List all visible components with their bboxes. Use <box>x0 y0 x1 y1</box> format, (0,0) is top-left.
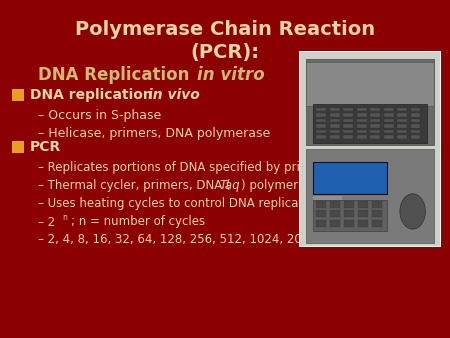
Bar <box>306 63 434 105</box>
Text: – Occurs in S-phase: – Occurs in S-phase <box>38 110 161 122</box>
Text: ; n = number of cycles: ; n = number of cycles <box>71 216 205 228</box>
Bar <box>313 196 342 200</box>
Bar <box>397 107 407 112</box>
Bar <box>316 135 326 139</box>
Bar <box>357 119 367 122</box>
Bar <box>410 113 420 117</box>
Text: – Uses heating cycles to control DNA replication: – Uses heating cycles to control DNA rep… <box>38 197 325 211</box>
Bar <box>343 107 353 112</box>
Bar <box>343 129 353 134</box>
Bar <box>12 141 24 153</box>
Bar <box>397 135 407 139</box>
Bar <box>370 135 380 139</box>
Text: in vitro: in vitro <box>348 197 390 211</box>
Bar <box>316 211 326 217</box>
Bar <box>397 124 407 128</box>
Bar <box>358 201 368 208</box>
Bar <box>357 135 367 139</box>
Text: – 2, 4, 8, 16, 32, 64, 128, 256, 512, 1024, 2048, 4096...: – 2, 4, 8, 16, 32, 64, 128, 256, 512, 10… <box>38 234 365 246</box>
Bar <box>330 211 340 217</box>
Bar <box>383 124 393 128</box>
Bar <box>370 113 380 117</box>
Bar <box>383 119 393 122</box>
Bar <box>316 220 326 227</box>
Bar <box>358 220 368 227</box>
Bar <box>343 119 353 122</box>
Bar <box>343 124 353 128</box>
Bar <box>358 211 368 217</box>
Bar <box>357 107 367 112</box>
Bar <box>330 119 340 122</box>
Bar <box>344 220 354 227</box>
Bar <box>330 135 340 139</box>
Bar <box>410 124 420 128</box>
Text: in vivo: in vivo <box>148 88 200 102</box>
Text: ) polymerase, ATCG: ) polymerase, ATCG <box>241 179 357 193</box>
Text: (PCR):: (PCR): <box>190 43 260 62</box>
Text: Taq: Taq <box>220 179 241 193</box>
Text: – Thermal cycler, primers, DNA (: – Thermal cycler, primers, DNA ( <box>38 179 230 193</box>
Bar <box>410 129 420 134</box>
Text: – Helicase, primers, DNA polymerase: – Helicase, primers, DNA polymerase <box>38 126 270 140</box>
Bar <box>316 124 326 128</box>
Bar <box>357 124 367 128</box>
Bar <box>313 104 427 143</box>
Bar <box>344 211 354 217</box>
Bar <box>316 201 326 208</box>
Bar <box>372 211 382 217</box>
Bar <box>370 124 380 128</box>
Bar <box>397 113 407 117</box>
Bar <box>316 107 326 112</box>
Text: DNA Replication: DNA Replication <box>38 66 195 84</box>
Text: – Replicates portions of DNA specified by primers: – Replicates portions of DNA specified b… <box>38 162 330 174</box>
Text: Polymerase Chain Reaction: Polymerase Chain Reaction <box>75 20 375 39</box>
Bar <box>372 201 382 208</box>
Text: DNA replication: DNA replication <box>30 88 162 102</box>
Bar <box>370 107 380 112</box>
Bar <box>410 119 420 122</box>
Bar <box>313 163 387 194</box>
Bar <box>12 89 24 101</box>
Bar <box>357 113 367 117</box>
Bar <box>330 107 340 112</box>
Bar <box>383 107 393 112</box>
Bar <box>306 149 434 243</box>
Text: in vitro: in vitro <box>197 66 265 84</box>
Bar <box>357 129 367 134</box>
Text: PCR: PCR <box>30 140 61 154</box>
Circle shape <box>400 194 425 229</box>
Bar <box>397 129 407 134</box>
Bar <box>316 119 326 122</box>
Bar <box>383 113 393 117</box>
Bar <box>343 113 353 117</box>
Bar <box>410 135 420 139</box>
Bar <box>343 135 353 139</box>
Bar <box>316 113 326 117</box>
Bar <box>383 135 393 139</box>
Bar <box>330 113 340 117</box>
Bar <box>316 129 326 134</box>
Bar <box>410 107 420 112</box>
Bar <box>330 124 340 128</box>
Bar <box>330 201 340 208</box>
Bar <box>370 119 380 122</box>
Bar <box>383 129 393 134</box>
Bar <box>330 220 340 227</box>
Bar <box>397 119 407 122</box>
Bar <box>344 201 354 208</box>
Bar <box>372 220 382 227</box>
Bar <box>313 200 387 231</box>
Text: n: n <box>62 213 67 221</box>
Bar <box>306 58 434 145</box>
Text: – 2: – 2 <box>38 216 55 228</box>
Bar <box>330 129 340 134</box>
Bar <box>370 129 380 134</box>
